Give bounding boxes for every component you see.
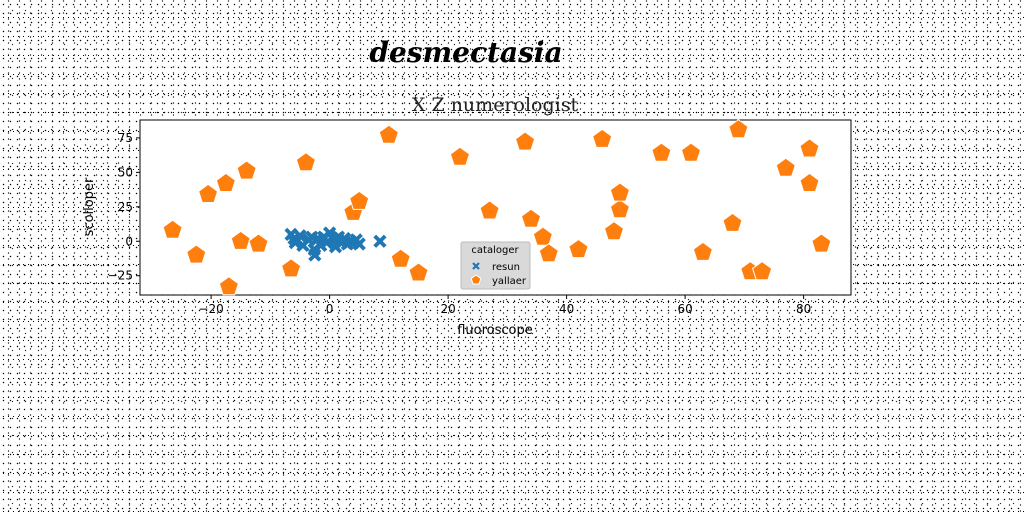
data-point-yallaer bbox=[811, 233, 832, 253]
data-point-yallaer bbox=[775, 157, 796, 177]
data-point-yallaer bbox=[538, 243, 559, 263]
data-point-yallaer bbox=[281, 258, 302, 278]
y-tick-label: 0 bbox=[125, 234, 133, 248]
data-point-yallaer bbox=[799, 138, 820, 158]
data-point-yallaer bbox=[449, 146, 471, 166]
data-point-yallaer bbox=[692, 241, 713, 261]
data-point-yallaer bbox=[680, 142, 702, 162]
data-point-yallaer bbox=[162, 219, 183, 239]
data-marks bbox=[162, 118, 832, 296]
data-point-yallaer bbox=[609, 198, 630, 219]
legend-marker-yallaer bbox=[470, 274, 482, 285]
y-tick-label: 25 bbox=[118, 200, 133, 214]
data-point-yallaer bbox=[479, 200, 500, 220]
data-point-yallaer bbox=[609, 182, 630, 202]
data-point-yallaer bbox=[520, 208, 542, 228]
data-point-yallaer bbox=[198, 183, 219, 203]
data-point-resun bbox=[352, 237, 366, 251]
legend-label-resun: resun bbox=[492, 262, 520, 273]
data-point-yallaer bbox=[218, 276, 239, 296]
data-point-yallaer bbox=[722, 212, 743, 232]
data-point-yallaer bbox=[186, 244, 207, 264]
legend-marker-resun bbox=[472, 262, 480, 270]
data-point-yallaer bbox=[408, 262, 429, 282]
data-point-yallaer bbox=[592, 128, 613, 148]
y-tick-label: 75 bbox=[118, 131, 133, 145]
x-tick-label: 40 bbox=[559, 302, 574, 316]
x-axis-label: fluoroscope bbox=[457, 323, 533, 338]
x-tick-label: 0 bbox=[326, 302, 334, 316]
data-point-yallaer bbox=[295, 152, 316, 172]
legend-title: cataloger bbox=[471, 245, 519, 256]
data-point-resun bbox=[308, 248, 322, 262]
data-point-yallaer bbox=[248, 233, 269, 253]
data-point-yallaer bbox=[799, 172, 820, 192]
data-point-yallaer bbox=[651, 142, 672, 162]
data-point-yallaer bbox=[349, 190, 370, 210]
chart-suptitle: desmectasia bbox=[369, 36, 562, 69]
data-point-yallaer bbox=[603, 220, 625, 241]
chart-title: X Z numerologist bbox=[412, 94, 579, 116]
data-point-resun bbox=[373, 234, 387, 248]
data-point-yallaer bbox=[390, 248, 411, 268]
data-point-yallaer bbox=[230, 230, 251, 250]
data-point-resun bbox=[293, 229, 307, 243]
x-tick-label: −20 bbox=[198, 302, 223, 316]
data-point-yallaer bbox=[728, 118, 749, 139]
axis-ticks: −20 0 20 40 60 80 −25 0 25 50 75 bbox=[108, 131, 812, 316]
x-tick-label: 80 bbox=[796, 302, 811, 316]
data-point-yallaer bbox=[515, 131, 536, 151]
y-axis-label: scolloper bbox=[82, 177, 97, 236]
data-point-yallaer bbox=[378, 124, 399, 144]
legend-marker-resun-shape bbox=[472, 262, 480, 270]
y-tick-label: −25 bbox=[108, 269, 133, 283]
data-point-yallaer bbox=[236, 160, 257, 180]
legend-marker-yallaer-shape bbox=[470, 274, 482, 285]
data-point-yallaer bbox=[752, 260, 773, 281]
data-point-yallaer bbox=[215, 172, 236, 192]
legend: cataloger resun yallaer bbox=[460, 241, 531, 290]
data-point-yallaer bbox=[532, 226, 553, 246]
x-tick-label: 20 bbox=[440, 302, 455, 316]
data-point-yallaer bbox=[568, 238, 589, 259]
legend-label-yallaer: yallaer bbox=[492, 276, 527, 287]
x-tick-label: 60 bbox=[677, 302, 692, 316]
y-tick-label: 50 bbox=[118, 165, 133, 179]
